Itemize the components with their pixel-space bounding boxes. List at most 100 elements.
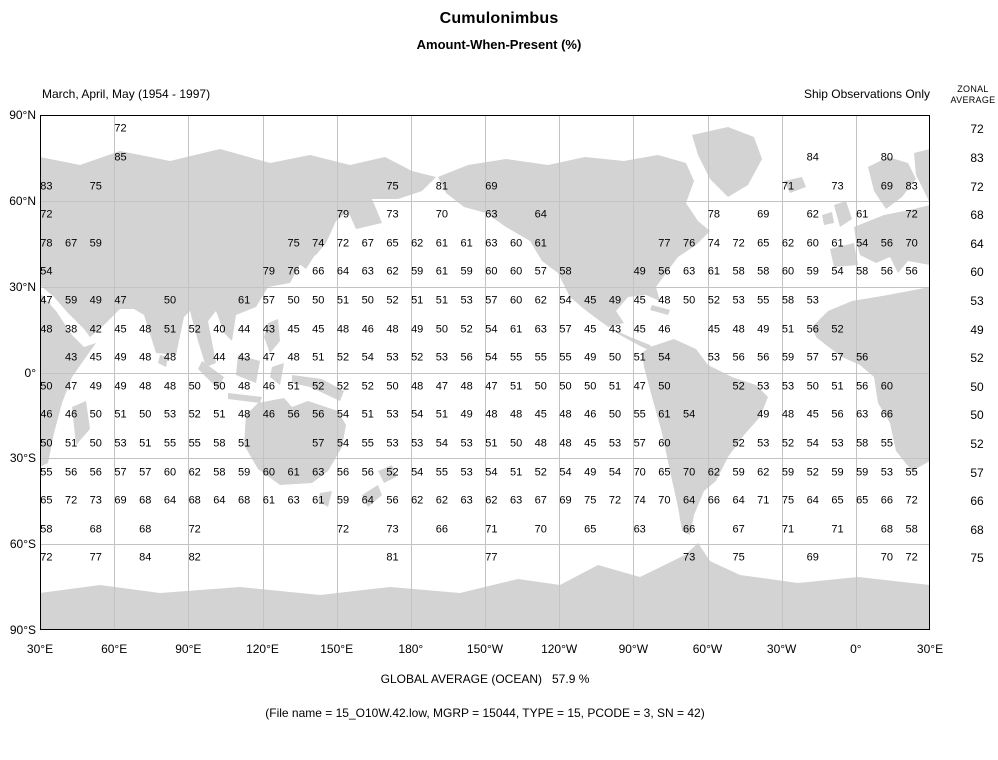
zonal-average-value: 57 [970, 465, 984, 480]
grid-value: 49 [114, 380, 127, 393]
grid-value: 64 [683, 494, 696, 507]
grid-value: 48 [163, 380, 177, 393]
grid-value: 57 [485, 294, 498, 307]
grid-value: 56 [856, 380, 869, 393]
grid-value: 62 [386, 265, 399, 278]
zonal-average-value: 49 [970, 322, 984, 337]
grid-value: 51 [361, 408, 374, 421]
grid-value: 54 [435, 437, 449, 450]
grid-value: 50 [806, 380, 819, 393]
grid-value: 71 [757, 494, 770, 507]
grid-value: 45 [312, 323, 325, 336]
grid-value: 55 [534, 351, 547, 364]
grid-value: 72 [336, 237, 350, 250]
grid-value: 53 [781, 380, 795, 393]
grid-value: 46 [64, 408, 78, 421]
grid-value: 51 [509, 380, 523, 393]
grid-value: 50 [386, 380, 399, 393]
grid-value: 48 [781, 408, 795, 421]
grid-value: 50 [163, 294, 177, 307]
grid-value: 48 [40, 323, 53, 336]
grid-value: 48 [139, 380, 152, 393]
grid-value: 56 [89, 466, 102, 479]
grid-value: 63 [534, 323, 547, 336]
grid-value: 61 [312, 494, 325, 507]
grid-value: 52 [732, 380, 745, 393]
grid-value: 59 [64, 294, 78, 307]
grid-value: 54 [40, 265, 53, 278]
grid-value: 60 [880, 380, 894, 393]
zonal-average-value: 52 [970, 351, 984, 366]
x-axis-tick-label: 0° [850, 642, 862, 656]
grid-value: 74 [707, 237, 720, 250]
grid-value: 53 [386, 408, 399, 421]
grid-value: 56 [658, 265, 671, 278]
grid-value: 55 [188, 437, 201, 450]
grid-value: 75 [781, 494, 795, 507]
grid-value: 68 [880, 523, 894, 536]
grid-value: 54 [336, 437, 350, 450]
grid-value: 72 [336, 523, 350, 536]
grid-value: 59 [411, 265, 424, 278]
grid-value: 69 [880, 180, 894, 193]
grid-value: 64 [213, 494, 226, 507]
x-axis-tick-label: 90°W [618, 642, 649, 656]
grid-value: 48 [534, 437, 547, 450]
grid-value: 66 [880, 494, 894, 507]
grid-value: 62 [411, 237, 424, 250]
grid-value: 56 [336, 466, 350, 479]
grid-value: 78 [707, 208, 720, 221]
grid-value: 53 [460, 294, 473, 307]
grid-value: 79 [336, 208, 350, 221]
grid-value: 50 [188, 380, 201, 393]
grid-value: 69 [559, 494, 572, 507]
grid-value: 55 [509, 351, 523, 364]
grid-value: 48 [411, 380, 424, 393]
grid-value: 46 [658, 323, 671, 336]
zonal-average-value: 68 [970, 208, 984, 223]
grid-value: 50 [361, 294, 374, 307]
grid-value: 48 [485, 408, 498, 421]
grid-value: 50 [89, 408, 102, 421]
grid-value: 47 [485, 380, 498, 393]
grid-value: 75 [89, 180, 102, 193]
grid-value: 54 [559, 294, 572, 307]
grid-value: 45 [806, 408, 819, 421]
grid-value: 49 [757, 408, 770, 421]
grid-value: 52 [336, 380, 350, 393]
grid-value: 48 [509, 408, 523, 421]
grid-value: 69 [114, 494, 127, 507]
grid-value: 56 [64, 466, 78, 479]
grid-value: 64 [163, 494, 177, 507]
grid-value: 51 [64, 437, 78, 450]
grid-value: 51 [114, 408, 127, 421]
grid-value: 52 [460, 323, 473, 336]
grid-value: 63 [460, 494, 473, 507]
grid-value: 70 [683, 466, 696, 479]
grid-value: 59 [856, 466, 869, 479]
grid-value: 70 [633, 466, 646, 479]
grid-value: 59 [238, 466, 251, 479]
grid-value: 49 [89, 380, 102, 393]
grid-value: 45 [584, 323, 597, 336]
grid-value: 83 [40, 180, 53, 193]
grid-value: 65 [658, 466, 671, 479]
grid-value: 85 [114, 151, 127, 164]
grid-value: 61 [856, 208, 869, 221]
grid-value: 55 [905, 466, 918, 479]
grid-value: 52 [386, 294, 399, 307]
x-axis-tick-label: 90°E [175, 642, 202, 656]
grid-value: 72 [40, 208, 53, 221]
grid-value: 72 [608, 494, 622, 507]
grid-value: 60 [781, 265, 795, 278]
grid-value: 68 [139, 523, 152, 536]
grid-value: 51 [435, 294, 449, 307]
grid-value: 67 [64, 237, 78, 250]
grid-value: 51 [411, 294, 424, 307]
grid-value: 74 [312, 237, 325, 250]
grid-value: 69 [757, 208, 770, 221]
grid-value: 72 [40, 551, 53, 564]
grid-value: 67 [534, 494, 547, 507]
grid-value: 46 [262, 408, 275, 421]
grid-value: 47 [262, 351, 275, 364]
